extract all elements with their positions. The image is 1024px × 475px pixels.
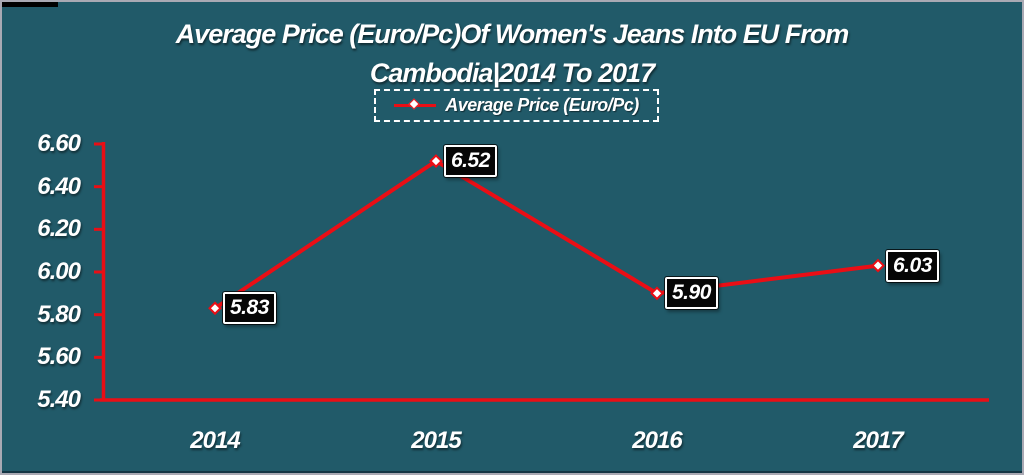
- y-axis-tick-label: 5.60: [37, 343, 81, 371]
- y-axis-tick-label: 5.80: [37, 300, 81, 328]
- data-point-marker: [650, 286, 664, 301]
- x-axis-category-label: 2017: [853, 427, 903, 454]
- window-top-left-notch: [2, 2, 58, 7]
- data-label: 6.03: [885, 248, 940, 283]
- data-label: 6.52: [443, 144, 498, 179]
- chart-title-line-1: Average Price (Euro/Pc)Of Women's Jeans …: [175, 19, 850, 49]
- legend-series-line-icon: [394, 98, 437, 110]
- series-line: [213, 158, 879, 310]
- x-axis-category-label: 2016: [632, 427, 682, 454]
- data-label: 5.90: [664, 276, 719, 311]
- data-point-marker: [208, 301, 222, 316]
- legend: Average Price (Euro/Pc): [374, 89, 659, 122]
- x-axis-category-label: 2014: [190, 427, 240, 454]
- data-point-marker: [871, 258, 885, 273]
- legend-label: Average Price (Euro/Pc): [445, 95, 639, 115]
- y-axis-tick-label: 6.00: [37, 258, 81, 285]
- window-bottom-shade: [2, 471, 1022, 473]
- y-axis-tick-label: 6.40: [37, 172, 81, 200]
- data-point-marker: [429, 154, 443, 168]
- data-label: 5.83: [222, 291, 277, 326]
- x-axis-category-label: 2015: [411, 427, 461, 454]
- chart-title-line-2: Cambodia|2014 To 2017: [369, 58, 655, 88]
- y-axis-tick-label: 5.40: [37, 386, 81, 413]
- chart-title: Average Price (Euro/Pc)Of Women's Jeans …: [2, 15, 1022, 93]
- y-axis-tick-label: 6.20: [37, 215, 81, 243]
- y-axis-tick-label: 6.60: [37, 130, 81, 157]
